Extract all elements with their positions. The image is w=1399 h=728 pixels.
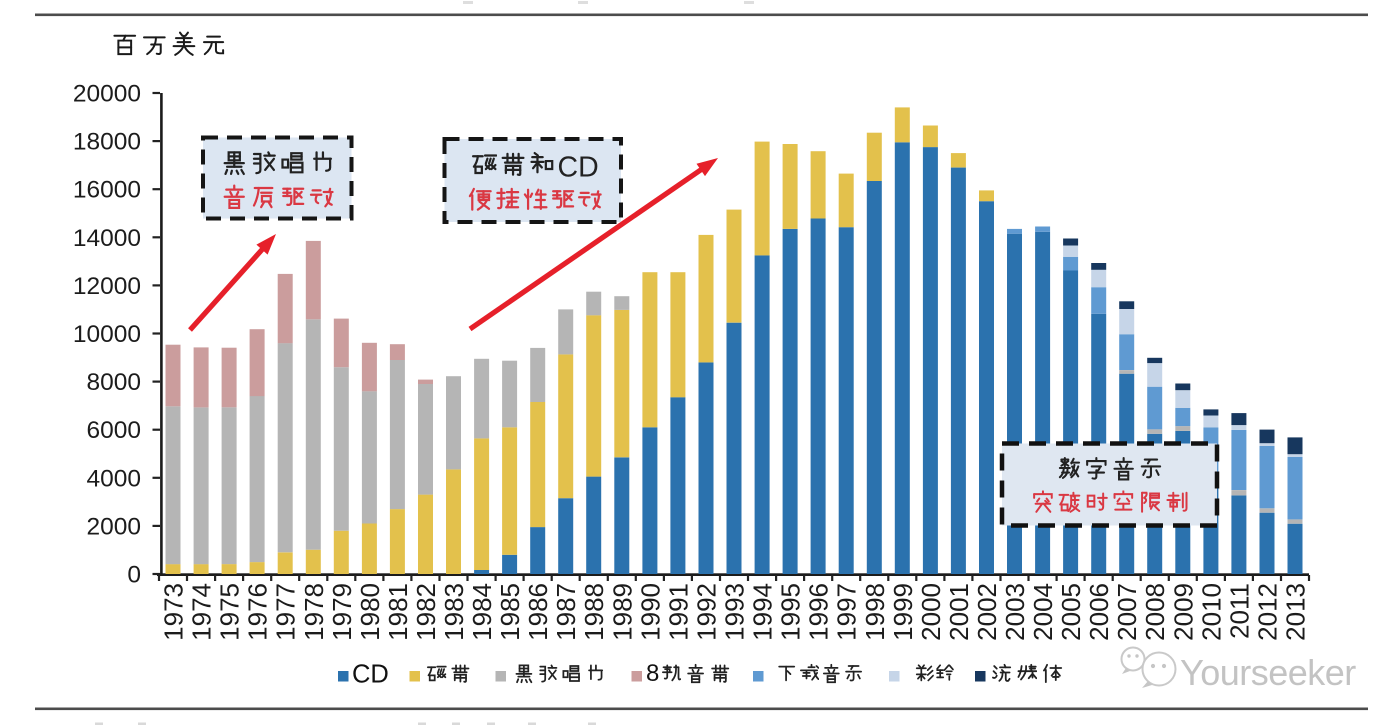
svg-text:18000: 18000	[73, 129, 141, 156]
svg-text:0: 0	[127, 562, 141, 589]
svg-text:4000: 4000	[86, 465, 141, 492]
svg-text:2000: 2000	[86, 513, 141, 540]
svg-text:1998: 1998	[860, 583, 890, 641]
svg-text:2009: 2009	[1168, 583, 1198, 641]
svg-text:1979: 1979	[327, 583, 357, 641]
svg-text:2004: 2004	[1028, 583, 1058, 641]
svg-text:1980: 1980	[355, 583, 385, 641]
svg-text:1991: 1991	[663, 583, 693, 641]
svg-text:1987: 1987	[551, 583, 581, 641]
svg-text:12000: 12000	[73, 273, 141, 300]
svg-text:2005: 2005	[1056, 583, 1086, 641]
svg-text:2011: 2011	[1224, 583, 1254, 639]
svg-text:1992: 1992	[692, 583, 722, 641]
svg-text:2013: 2013	[1281, 583, 1311, 641]
svg-text:1977: 1977	[271, 583, 301, 641]
svg-text:1982: 1982	[411, 583, 441, 641]
svg-text:2007: 2007	[1112, 583, 1142, 641]
svg-text:2002: 2002	[972, 583, 1002, 641]
svg-text:8000: 8000	[86, 369, 141, 396]
svg-text:1983: 1983	[439, 583, 469, 641]
svg-text:CD: CD	[352, 661, 389, 689]
svg-text:1994: 1994	[748, 583, 778, 641]
svg-text:2008: 2008	[1140, 583, 1170, 641]
svg-text:1973: 1973	[159, 583, 189, 641]
svg-text:2001: 2001	[944, 583, 974, 641]
svg-text:16000: 16000	[73, 177, 141, 204]
svg-text:1995: 1995	[776, 583, 806, 641]
svg-text:1975: 1975	[215, 583, 245, 641]
svg-text:1986: 1986	[523, 583, 553, 641]
svg-text:2003: 2003	[1000, 583, 1030, 641]
svg-text:6000: 6000	[86, 417, 141, 444]
svg-text:2012: 2012	[1253, 583, 1283, 641]
svg-text:Yourseeker: Yourseeker	[1180, 652, 1356, 693]
svg-text:2000: 2000	[916, 583, 946, 641]
svg-text:CD: CD	[558, 152, 599, 184]
svg-text:20000: 20000	[73, 81, 141, 108]
svg-text:1990: 1990	[635, 583, 665, 641]
svg-text:1988: 1988	[579, 583, 609, 641]
svg-text:1999: 1999	[888, 583, 918, 641]
svg-text:1984: 1984	[467, 583, 497, 641]
svg-text:1976: 1976	[243, 583, 273, 641]
svg-text:1996: 1996	[804, 583, 834, 641]
svg-text:1974: 1974	[187, 583, 217, 641]
svg-text:10000: 10000	[73, 321, 141, 348]
svg-text:1978: 1978	[299, 583, 329, 641]
svg-text:2006: 2006	[1084, 583, 1114, 641]
svg-text:1997: 1997	[832, 583, 862, 641]
svg-text:14000: 14000	[73, 225, 141, 252]
svg-text:1993: 1993	[720, 583, 750, 641]
svg-text:1981: 1981	[383, 583, 413, 641]
svg-text:1985: 1985	[495, 583, 525, 641]
svg-text:8: 8	[646, 660, 659, 687]
svg-text:2010: 2010	[1196, 583, 1226, 641]
svg-text:1989: 1989	[607, 583, 637, 641]
